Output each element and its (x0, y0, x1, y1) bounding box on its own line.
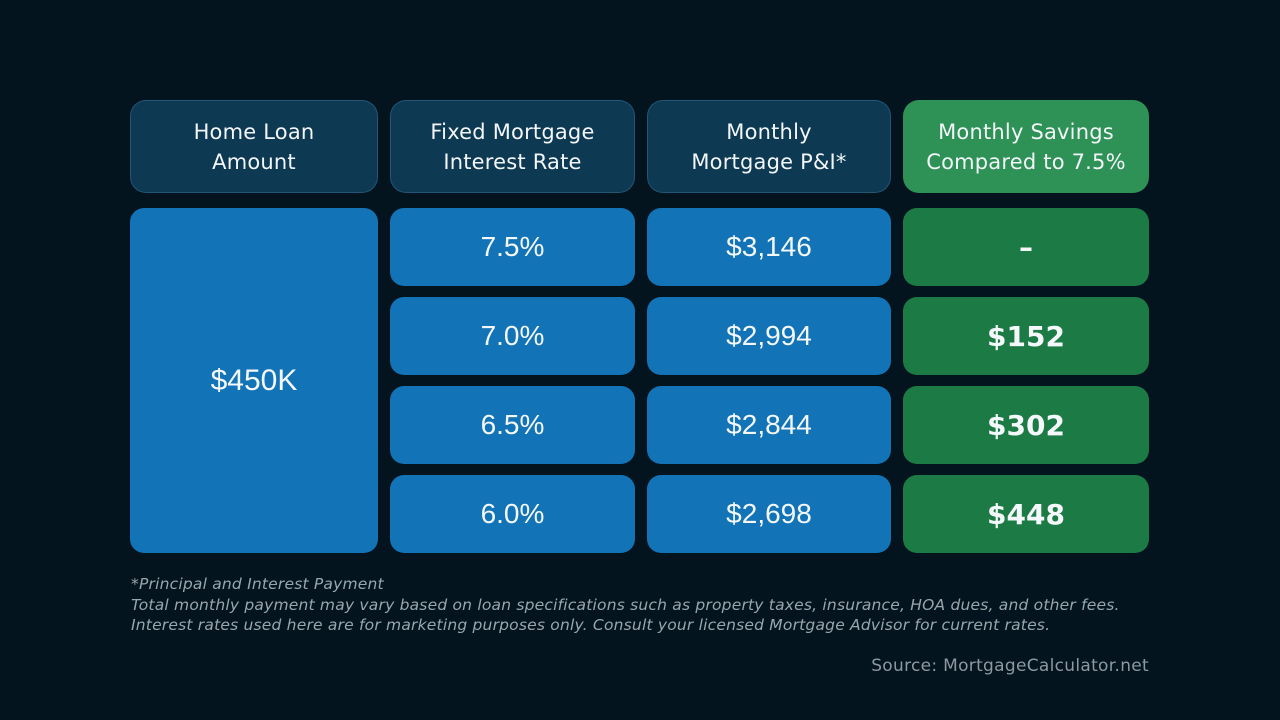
savings-cell: $448 (903, 475, 1149, 553)
savings-cell: – (903, 208, 1149, 286)
loan-amount-cell: $450K (130, 208, 378, 553)
savings-cell: $302 (903, 386, 1149, 464)
header-line: Monthly Savings (938, 119, 1114, 144)
rate-value: 6.0% (480, 498, 545, 529)
rate-value: 7.0% (480, 320, 545, 351)
savings-cell: $152 (903, 297, 1149, 375)
footnotes: *Principal and Interest Payment Total mo… (131, 574, 1151, 636)
header-monthly-savings: Monthly Savings Compared to 7.5% (903, 100, 1149, 193)
footnote-disclaimer: Total monthly payment may vary based on … (131, 595, 1120, 635)
savings-value: $302 (987, 408, 1065, 442)
payment-value: $2,994 (726, 320, 812, 351)
rate-cell: 6.0% (390, 475, 635, 553)
loan-amount-value: $450K (210, 363, 298, 397)
payment-cell: $2,994 (647, 297, 891, 375)
payment-value: $3,146 (726, 231, 812, 262)
payment-value: $2,698 (726, 498, 812, 529)
savings-value: $152 (987, 319, 1065, 353)
savings-value: – (1019, 230, 1033, 264)
header-line: Interest Rate (443, 149, 582, 174)
header-line: Fixed Mortgage (430, 119, 595, 144)
header-line: Monthly (726, 119, 812, 144)
payment-cell: $2,698 (647, 475, 891, 553)
header-line: Compared to 7.5% (926, 149, 1126, 174)
header-line: Amount (212, 149, 296, 174)
header-line: Home Loan (193, 119, 315, 144)
rate-cell: 7.0% (390, 297, 635, 375)
payment-cell: $3,146 (647, 208, 891, 286)
rate-value: 6.5% (480, 409, 545, 440)
rate-value: 7.5% (480, 231, 545, 262)
header-home-loan-amount: Home Loan Amount (130, 100, 378, 193)
payment-cell: $2,844 (647, 386, 891, 464)
payment-value: $2,844 (726, 409, 812, 440)
header-monthly-payment: Monthly Mortgage P&I* (647, 100, 891, 193)
header-line: Mortgage P&I* (691, 149, 847, 174)
rate-cell: 7.5% (390, 208, 635, 286)
savings-value: $448 (987, 497, 1065, 531)
source-attribution: Source: MortgageCalculator.net (871, 656, 1149, 676)
header-interest-rate: Fixed Mortgage Interest Rate (390, 100, 635, 193)
rate-cell: 6.5% (390, 386, 635, 464)
footnote-principal-interest: *Principal and Interest Payment (131, 575, 384, 593)
